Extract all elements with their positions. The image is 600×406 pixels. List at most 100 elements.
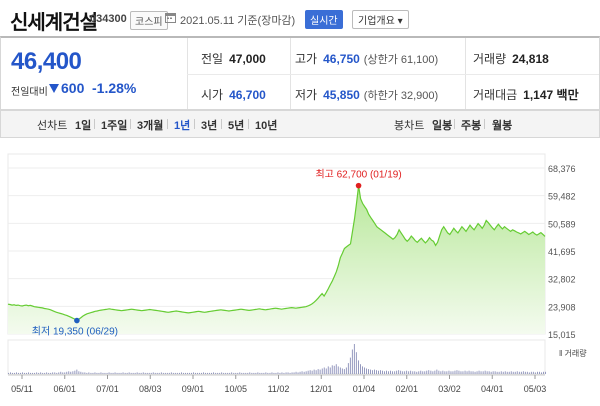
period-5y[interactable]: 5년 — [228, 120, 245, 132]
corp-info-dropdown[interactable]: 기업개요 ▾ — [352, 10, 409, 29]
volume-bar — [269, 372, 271, 374]
stock-header: 신세계건설 034300 코스피 2021.05.11 기준(장마감) 실시간 … — [0, 0, 600, 36]
volume-bar — [219, 372, 221, 374]
volume-bar — [277, 372, 279, 374]
period-3m[interactable]: 3개월 — [137, 120, 164, 132]
volume-bar — [255, 372, 257, 374]
volume-bar — [539, 371, 540, 374]
volume-bar — [197, 372, 198, 374]
volume-bar — [205, 372, 206, 374]
volume-bar — [233, 372, 235, 374]
y-tick-label: 68,376 — [548, 164, 576, 174]
volume-bar — [259, 372, 261, 374]
volume-bar — [545, 371, 546, 374]
volume-bar — [199, 372, 200, 374]
volume-bar — [98, 372, 100, 374]
volume-bar — [203, 372, 204, 374]
volume-bar — [201, 372, 202, 374]
volume-bar — [142, 372, 144, 374]
volume-label: ‖ 거래량 — [559, 348, 587, 358]
volume-bar — [10, 372, 11, 374]
volume-bar — [225, 372, 227, 374]
candle-daily[interactable]: 일봉 — [432, 120, 453, 132]
volume-bar — [132, 372, 134, 374]
y-tick-label: 50,589 — [548, 219, 576, 229]
volume-bar — [112, 372, 114, 374]
volume-bar — [462, 371, 464, 374]
period-3y[interactable]: 3년 — [201, 120, 218, 132]
volume-bar — [422, 371, 424, 374]
volume-bar — [156, 372, 158, 374]
x-tick-label: 12/01 — [310, 384, 333, 394]
volume-bar — [14, 372, 15, 374]
separator — [248, 119, 249, 129]
volume-bar — [239, 372, 241, 374]
volume-bar — [146, 372, 148, 374]
period-1y[interactable]: 1년 — [174, 120, 191, 132]
volume-bar — [526, 371, 528, 374]
volume-bar — [364, 367, 365, 374]
volume-bar — [68, 371, 70, 374]
volume-bar — [28, 372, 29, 374]
volume-bar — [440, 371, 442, 374]
volume-bar — [66, 371, 68, 374]
volume-bar — [96, 372, 98, 374]
candle-chart-tab[interactable]: 봉차트 — [394, 120, 425, 132]
volume-bar — [524, 371, 526, 374]
change-value: 600 — [61, 80, 85, 96]
x-tick-label: 01/04 — [353, 384, 376, 394]
volume-bar — [48, 372, 50, 374]
volume-bar — [372, 370, 373, 374]
volume-bar — [76, 369, 78, 374]
volume-bar — [231, 372, 233, 374]
volume-bar — [347, 363, 349, 374]
period-10y[interactable]: 10년 — [255, 120, 278, 132]
volume-frame — [7, 339, 546, 375]
volume-bar — [484, 370, 486, 374]
volume-bar — [307, 370, 309, 374]
volume-bar — [424, 371, 426, 374]
volume-bar — [351, 349, 353, 374]
separator — [167, 119, 168, 129]
calendar-icon — [165, 13, 176, 23]
period-1d[interactable]: 1일 — [75, 120, 92, 132]
volume-bar — [249, 372, 251, 374]
realtime-button[interactable]: 실시간 — [305, 10, 343, 29]
volume-bar — [394, 371, 396, 374]
volume-bar — [130, 372, 132, 374]
volume-bar — [490, 371, 492, 374]
volume-bar — [331, 365, 333, 374]
volume-bar — [333, 365, 335, 374]
separator — [194, 119, 195, 129]
volume-bar — [24, 372, 25, 374]
volume-bar — [72, 371, 74, 374]
volume-bar — [541, 372, 542, 374]
volume-bar — [227, 372, 229, 374]
volume-bar — [138, 372, 140, 374]
volume-bar — [124, 372, 126, 374]
volume-bar — [20, 372, 21, 374]
candle-weekly[interactable]: 주봉 — [461, 120, 482, 132]
volume-bar — [36, 372, 38, 374]
volume-bar — [494, 371, 496, 374]
volume-bar — [189, 372, 190, 374]
volume-bar — [38, 372, 40, 374]
candle-monthly[interactable]: 월봉 — [492, 120, 513, 132]
volume-bar — [185, 372, 186, 374]
volume-bar — [504, 371, 506, 374]
volume-bar — [247, 372, 249, 374]
volume-bar — [295, 371, 297, 374]
period-1w[interactable]: 1주일 — [101, 120, 128, 132]
volume-bar — [446, 371, 448, 374]
volume-bar — [88, 372, 90, 374]
volume-bar — [358, 360, 359, 374]
change-label: 전일대비 — [11, 87, 48, 98]
y-tick-label: 59,482 — [548, 192, 576, 202]
volume-bar — [412, 371, 414, 374]
market-badge: 코스피 — [130, 11, 168, 30]
line-chart-tab[interactable]: 선차트 — [37, 120, 68, 132]
base-date: 2021.05.11 기준(장마감) — [180, 15, 296, 27]
volume-bar — [468, 370, 470, 374]
volume-bar — [341, 368, 343, 374]
volume-bar — [500, 371, 502, 374]
